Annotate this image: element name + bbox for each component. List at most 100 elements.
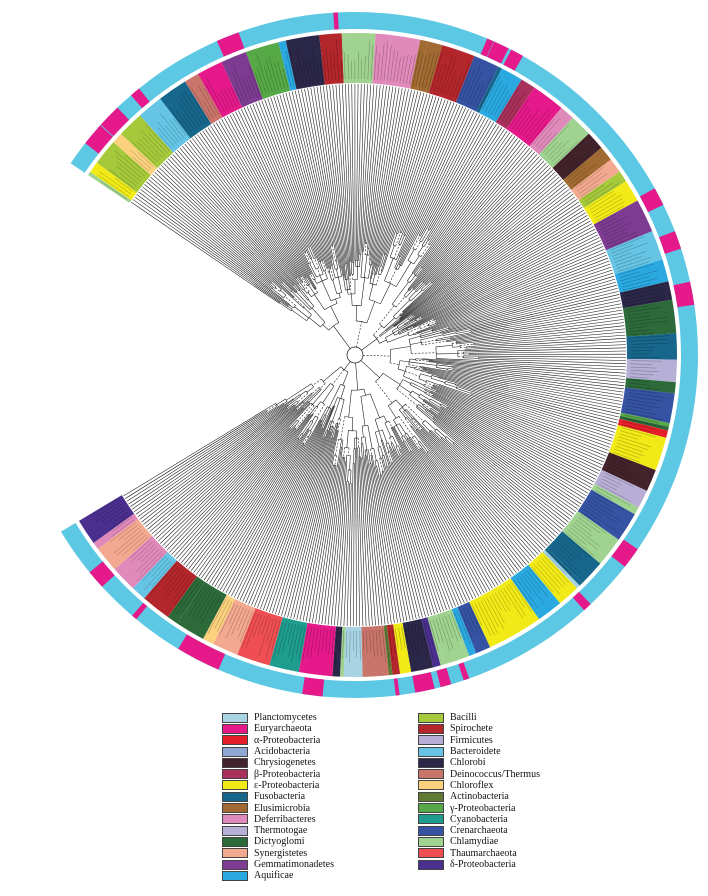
tree-branch (155, 408, 297, 540)
leaf-label-mark (333, 51, 336, 80)
tree-branch (235, 111, 305, 253)
tree-branch (399, 100, 449, 233)
tree-branch (184, 143, 299, 285)
leaf-label-mark (110, 522, 136, 542)
leaf-label-mark (131, 542, 153, 562)
tree-branch (424, 420, 436, 431)
leaf-label-mark (627, 306, 662, 313)
tree-branch (395, 315, 401, 320)
leaf-label-mark (477, 601, 495, 636)
tree-branch (342, 371, 349, 386)
tree-branch (456, 319, 624, 342)
leaf-label-mark (232, 64, 249, 101)
leaf-label-mark (630, 342, 670, 345)
tree-branch (381, 455, 426, 617)
leaf-label-mark (615, 256, 642, 266)
tree-branch (188, 413, 310, 570)
tree-branch (380, 440, 435, 615)
tree-branch (420, 393, 431, 401)
leaf-label-mark (598, 484, 631, 502)
tree-branch (409, 437, 411, 439)
tree-branch (365, 85, 381, 244)
clade-color-block (622, 299, 677, 337)
tree-branch (451, 342, 457, 344)
tree-branch (365, 455, 386, 625)
legend-item: Synergistetes (222, 848, 422, 859)
tree-branch (360, 277, 365, 306)
tree-branch (445, 381, 456, 385)
tree-branch (410, 451, 491, 591)
tree-branch (381, 96, 437, 272)
tree-branch (356, 84, 362, 261)
leaf-label-mark (588, 501, 622, 522)
leaf-label-mark (296, 46, 304, 84)
tree-branch (375, 381, 393, 404)
tree-branch (131, 201, 280, 304)
leaf-label-mark (580, 184, 599, 197)
leaf-label-mark (524, 572, 541, 593)
legend-label: γ-Proteobacteria (450, 802, 516, 814)
leaf-label-mark (241, 612, 256, 648)
leaf-label-mark (169, 108, 190, 135)
tree-branch (272, 288, 284, 299)
tree-branch (210, 125, 307, 278)
leaf-label-mark (104, 509, 127, 525)
clade-color-block (601, 452, 656, 491)
tree-branch (286, 408, 288, 410)
tree-branch (318, 387, 322, 390)
tree-branch (385, 332, 394, 338)
leaf-label-mark (172, 576, 191, 602)
tree-branch (432, 396, 595, 483)
tree-branch (427, 120, 492, 230)
leaf-label-mark (493, 90, 509, 117)
tree-branch (316, 273, 324, 278)
tree-branch (403, 289, 409, 296)
legend-label: Thermotogae (254, 825, 308, 837)
tree-branch (404, 432, 407, 435)
legend-item: Actinobacteria (418, 791, 618, 802)
tree-branch (360, 277, 369, 279)
tree-branch (430, 377, 446, 383)
legend-swatch (222, 803, 248, 814)
tree-branch (296, 291, 312, 309)
tree-branch (207, 127, 306, 279)
clade-color-block (213, 599, 256, 655)
tree-branch (261, 100, 321, 262)
tree-branch (281, 437, 332, 616)
tree-branch (456, 386, 614, 436)
tree-branch (135, 399, 294, 515)
leaf-label-mark (466, 607, 478, 634)
tree-branch (464, 341, 626, 350)
legend-item: Gemmatimonadetes (222, 859, 422, 870)
tree-branch (430, 431, 546, 549)
tree-branch (169, 402, 310, 553)
leaf-label-mark (412, 51, 420, 86)
tree-branch (317, 268, 321, 276)
leaf-label-mark (418, 55, 427, 87)
clade-color-block (528, 552, 577, 604)
leaf-label-mark (136, 549, 160, 572)
leaf-label-mark (407, 625, 415, 658)
tree-branch (345, 455, 348, 462)
clade-color-block (269, 617, 308, 673)
leaf-label-mark (415, 53, 424, 86)
leaf-label-mark (339, 630, 341, 651)
tree-branch (417, 405, 565, 528)
tree-branch (287, 404, 289, 407)
tree-branch (225, 419, 321, 594)
tree-branch (346, 430, 349, 448)
tree-branch (257, 436, 324, 608)
leaf-label-mark (261, 616, 268, 635)
leaf-label-mark (295, 63, 301, 85)
leaf-label-mark (513, 580, 534, 608)
tree-branch (433, 395, 596, 480)
leaf-label-mark (227, 87, 237, 106)
tree-branch (324, 457, 344, 625)
tree-branch (421, 123, 497, 246)
tree-branch (334, 461, 348, 626)
clade-color-block (495, 79, 535, 130)
tree-branch (179, 147, 300, 290)
tree-branch (222, 436, 310, 592)
clade-color-block (160, 81, 212, 139)
leaf-label-mark (469, 606, 483, 634)
